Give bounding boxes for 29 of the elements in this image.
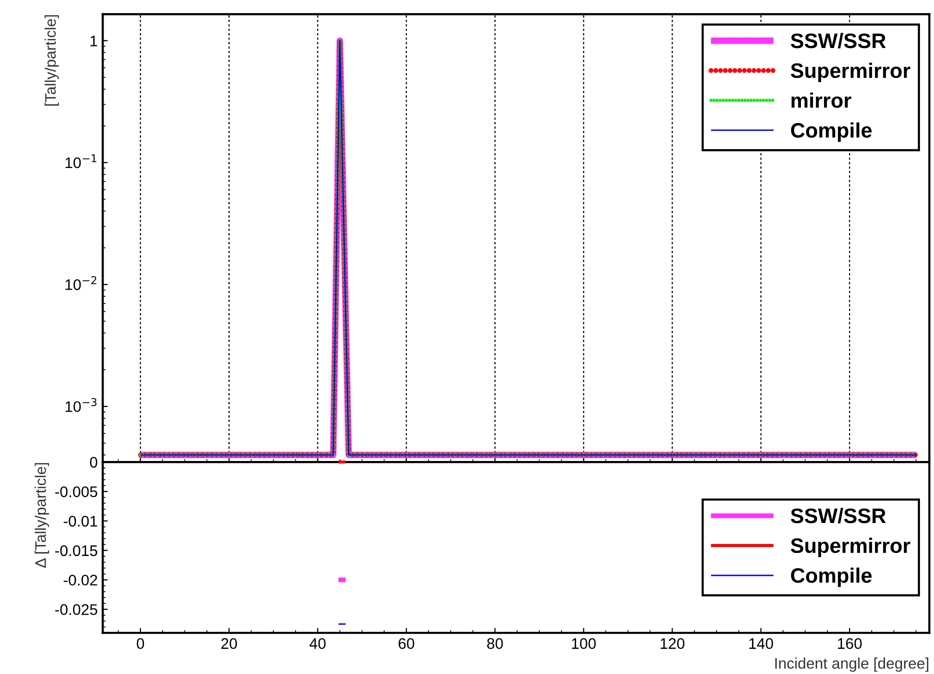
legend-label: mirror [792, 92, 852, 108]
y-tick-label: -0.025 [55, 604, 98, 616]
x-tick-label: 40 [310, 638, 326, 649]
y-tick-label: 10$^{−2}$ [66, 276, 96, 290]
x-tick-label: 20 [221, 638, 237, 649]
legend-label: SSW/SSR [790, 508, 886, 524]
y-axis-title: [Tally/particle] [44, 15, 59, 106]
legend-label: Supermirror [790, 538, 910, 558]
y-tick-label: -0.02 [64, 574, 98, 586]
y-tick-label: -0.005 [55, 486, 98, 498]
y-tick-label: -0.015 [55, 545, 98, 556]
x-tick-label: 100 [572, 638, 596, 649]
y-axis-title: Δ [Tally/particle] [34, 463, 50, 568]
legend-label: Compile [791, 122, 872, 142]
legend-label: Supermirror [790, 62, 910, 82]
x-tick-label: 60 [398, 638, 414, 649]
x-axis-title: Incident angle [degree] [775, 658, 928, 672]
y-tick-label: -0.01 [64, 516, 98, 527]
x-tick-label: 80 [487, 638, 503, 649]
x-tick-label: 0 [136, 638, 144, 649]
x-tick-label: 140 [749, 638, 774, 649]
y-tick-label: 0 [90, 456, 98, 468]
x-tick-label: 160 [838, 638, 862, 649]
y-tick-label: 10$^{−3}$ [66, 398, 96, 412]
legend-label: SSW/SSR [790, 32, 886, 48]
x-tick-label: 120 [660, 638, 684, 649]
y-tick-label: 10$^{−1}$ [66, 154, 96, 168]
legend-label: Compile [791, 568, 872, 588]
y-tick-label: 1 [90, 36, 98, 46]
